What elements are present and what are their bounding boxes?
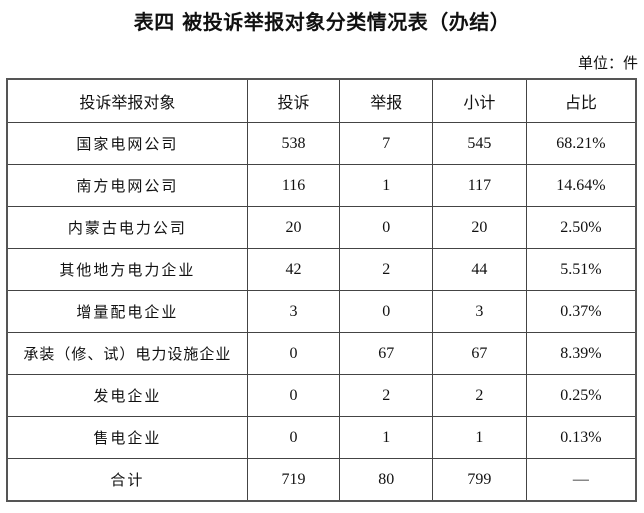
table-row: 售电企业 0 1 1 0.13% — [6, 416, 637, 459]
table-row: 内蒙古电力公司 20 0 20 2.50% — [6, 206, 637, 249]
row-label: 其他地方电力企业 — [6, 248, 248, 291]
table-cell: 2 — [339, 374, 434, 417]
table-cell: 67 — [432, 332, 527, 375]
table-cell: 80 — [339, 458, 434, 502]
table-cell: 3 — [432, 290, 527, 333]
table-cell: 2 — [339, 248, 434, 291]
table-cell: 0 — [339, 206, 434, 249]
table-header-row: 投诉举报对象 投诉 举报 小计 占比 — [6, 78, 637, 123]
table-cell: 42 — [246, 248, 341, 291]
table-cell: 1 — [339, 416, 434, 459]
table-cell: 538 — [246, 122, 341, 165]
row-label: 国家电网公司 — [6, 122, 248, 165]
column-header: 投诉 — [246, 78, 341, 123]
table-row: 发电企业 0 2 2 0.25% — [6, 374, 637, 417]
table-row: 国家电网公司 538 7 545 68.21% — [6, 122, 637, 165]
row-label: 发电企业 — [6, 374, 248, 417]
table-cell: 0.37% — [525, 290, 637, 333]
table-cell: 0.25% — [525, 374, 637, 417]
table-cell: 0 — [339, 290, 434, 333]
row-label: 售电企业 — [6, 416, 248, 459]
complaint-table: 投诉举报对象 投诉 举报 小计 占比 国家电网公司 538 7 545 68.21% 南方电网公司… — [6, 78, 637, 502]
table-row: 增量配电企业 3 0 3 0.37% — [6, 290, 637, 333]
table-cell: 14.64% — [525, 164, 637, 207]
column-header: 小计 — [432, 78, 527, 123]
table-cell: 20 — [432, 206, 527, 249]
table-cell: 5.51% — [525, 248, 637, 291]
table-cell: 0.13% — [525, 416, 637, 459]
table-cell: 117 — [432, 164, 527, 207]
table-cell: 20 — [246, 206, 341, 249]
table-row: 承装（修、试）电力设施企业 0 67 67 8.39% — [6, 332, 637, 375]
table-cell: — — [525, 458, 637, 502]
table-cell: 799 — [432, 458, 527, 502]
table-row: 南方电网公司 116 1 117 14.64% — [6, 164, 637, 207]
column-header: 投诉举报对象 — [6, 78, 248, 123]
table-cell: 116 — [246, 164, 341, 207]
table-cell: 0 — [246, 332, 341, 375]
row-label: 增量配电企业 — [6, 290, 248, 333]
column-header: 举报 — [339, 78, 434, 123]
table-cell: 2.50% — [525, 206, 637, 249]
table-cell: 7 — [339, 122, 434, 165]
table-cell: 1 — [339, 164, 434, 207]
column-header: 占比 — [525, 78, 637, 123]
table-cell: 719 — [246, 458, 341, 502]
table-cell: 0 — [246, 374, 341, 417]
table-cell: 44 — [432, 248, 527, 291]
table-cell: 67 — [339, 332, 434, 375]
row-label: 南方电网公司 — [6, 164, 248, 207]
table-cell: 68.21% — [525, 122, 637, 165]
row-label: 承装（修、试）电力设施企业 — [6, 332, 248, 375]
unit-label: 单位：件 — [577, 54, 638, 72]
table-row: 其他地方电力企业 42 2 44 5.51% — [6, 248, 637, 291]
table-cell: 2 — [432, 374, 527, 417]
row-label: 内蒙古电力公司 — [6, 206, 248, 249]
row-label: 合计 — [6, 458, 248, 502]
table-cell: 3 — [246, 290, 341, 333]
table-title: 表四 被投诉举报对象分类情况表（办结） — [133, 10, 511, 34]
table-cell: 1 — [432, 416, 527, 459]
table-row: 合计 719 80 799— — [6, 458, 637, 502]
table-cell: 545 — [432, 122, 527, 165]
table-cell: 0 — [246, 416, 341, 459]
table-cell: 8.39% — [525, 332, 637, 375]
